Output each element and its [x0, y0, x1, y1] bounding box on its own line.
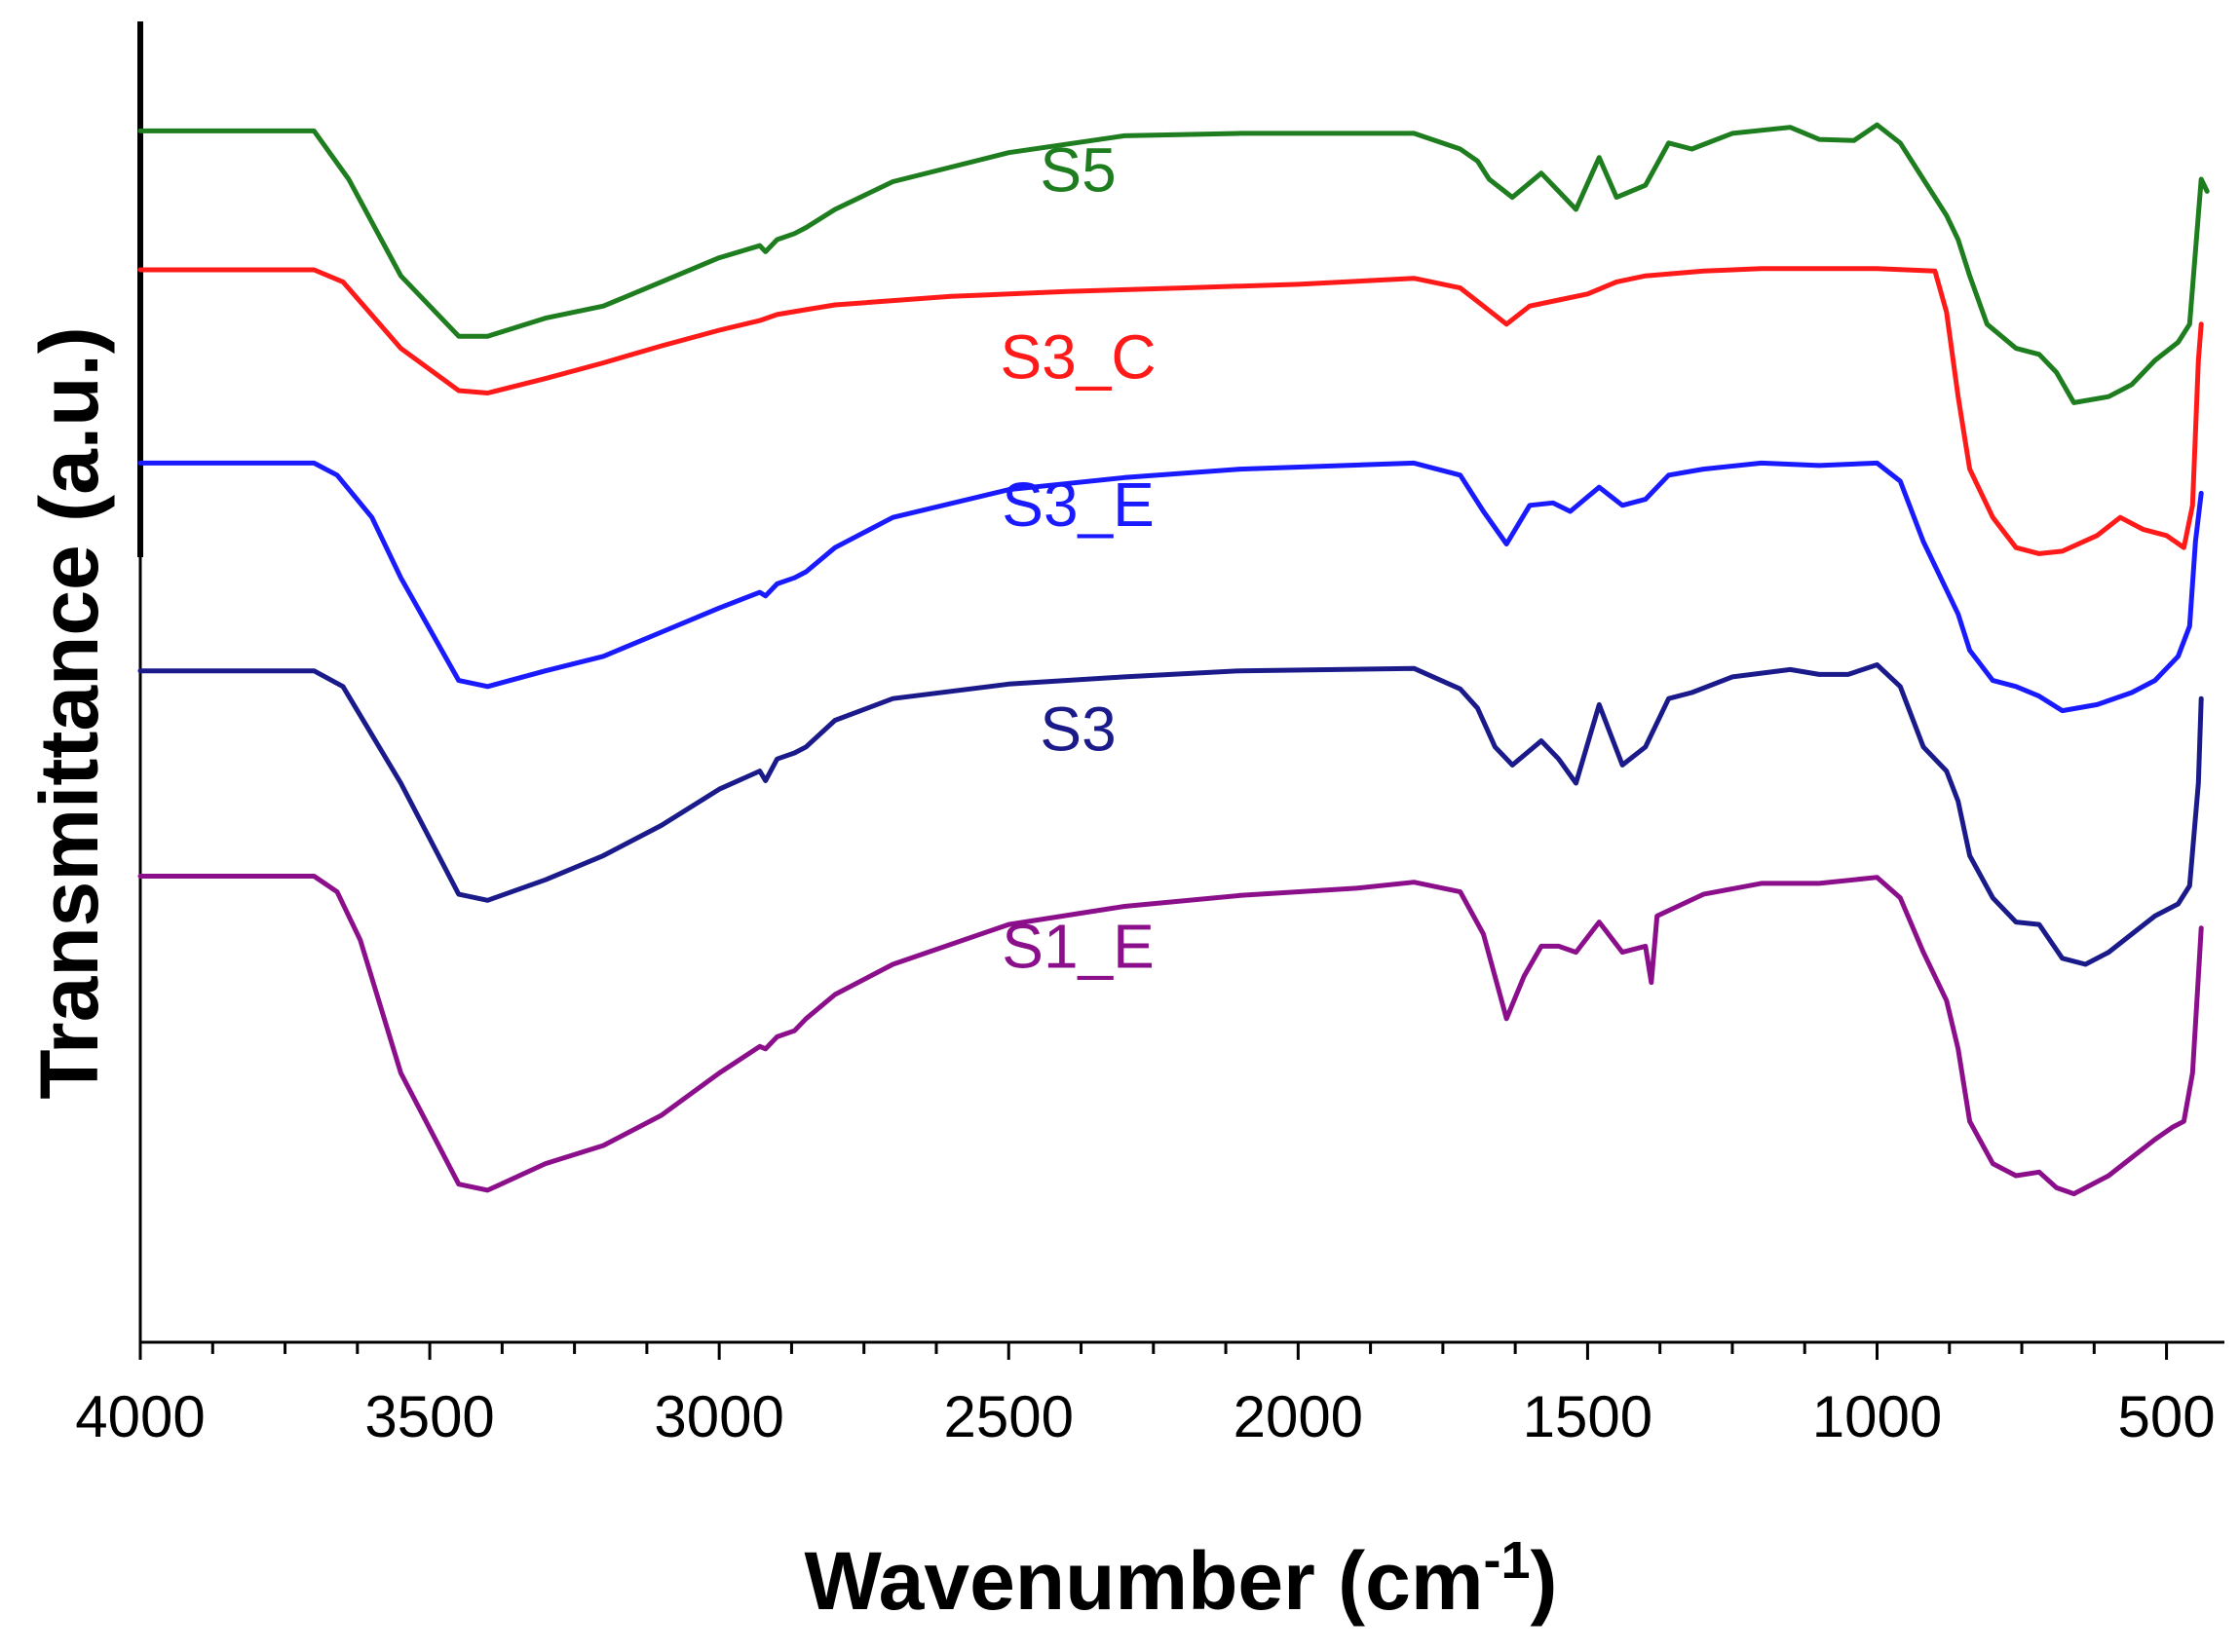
x-tick-label-1000: 1000	[1812, 1384, 1942, 1449]
x-tick-label-2500: 2500	[944, 1384, 1074, 1449]
y-axis-title: Transmittance (a.u.)	[23, 326, 115, 1100]
x-tick-label-3500: 3500	[364, 1384, 494, 1449]
x-tick-label-4000: 4000	[75, 1384, 205, 1449]
x-tick-label-1500: 1500	[1523, 1384, 1652, 1449]
series-line-s3-c	[137, 266, 2204, 556]
axes	[137, 21, 2224, 1344]
series-line-s3	[137, 662, 2204, 967]
series-label-s1-e: S1_E	[1002, 912, 1155, 982]
x-ticks	[138, 1342, 2169, 1360]
series-label-s3: S3	[1040, 695, 1116, 765]
series-line-s1-e	[137, 874, 2204, 1197]
series-line-s5	[137, 122, 2210, 405]
x-tick-label-2000: 2000	[1234, 1384, 1363, 1449]
x-axis-title-suffix: )	[1531, 1535, 1558, 1627]
series-label-s5: S5	[1040, 134, 1116, 205]
series-label-s3-c: S3_C	[1001, 322, 1157, 393]
series-lines	[137, 122, 2210, 1197]
series-labels: S5 S3_C S3_E S3 S1_E	[1001, 134, 1157, 981]
x-tick-labels: 4000 3500 3000 2500 2000 1500 1000 500	[75, 1384, 2215, 1449]
x-axis-title-superscript: -1	[1484, 1531, 1531, 1590]
series-label-s3-e: S3_E	[1002, 469, 1155, 540]
x-axis-title: Wavenumber (cm-1)	[804, 1531, 1557, 1627]
x-axis-title-main: Wavenumber (cm	[804, 1535, 1483, 1627]
x-tick-label-500: 500	[2118, 1384, 2216, 1449]
series-line-s3-e	[137, 460, 2204, 714]
x-tick-label-3000: 3000	[654, 1384, 783, 1449]
